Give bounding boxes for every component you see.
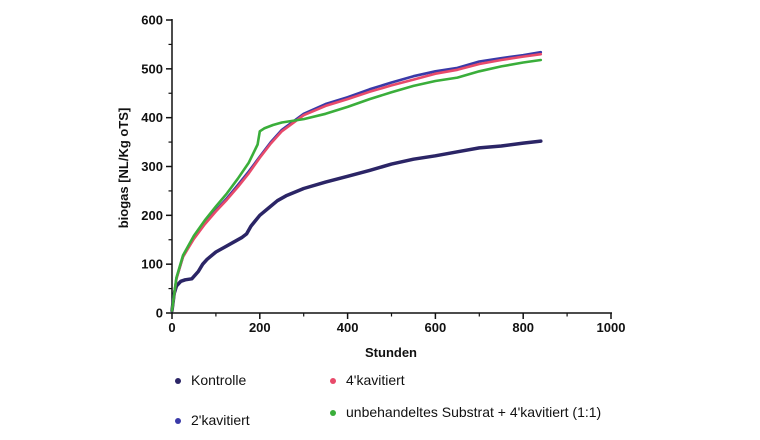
- legend-marker-4kavitiert: [330, 378, 336, 385]
- x-tick-label: 800: [512, 320, 534, 335]
- legend-item-2kavitiert: 2'kavitiert: [175, 412, 250, 428]
- y-tick-label: 600: [141, 13, 163, 28]
- x-tick-label: 200: [249, 320, 271, 335]
- legend-marker-2kavitiert: [175, 418, 181, 425]
- series-line-unbehandeltes-substrat-4-kavitiert-1-1: [170, 58, 543, 312]
- x-tick-label: 1000: [597, 320, 626, 335]
- legend-label-unbehandeltes: unbehandeltes Substrat + 4'kavitiert (1:…: [346, 404, 602, 420]
- y-tick-label: 100: [141, 257, 163, 272]
- x-tick-label: 600: [425, 320, 447, 335]
- y-tick-label: 500: [141, 61, 163, 76]
- y-tick-label: 0: [156, 306, 163, 321]
- x-tick-label: 400: [337, 320, 359, 335]
- legend-label-kontrolle: Kontrolle: [191, 372, 247, 388]
- legend-label-4kavitiert: 4'kavitiert: [346, 372, 405, 388]
- legend-marker-unbehandeltes: [330, 410, 336, 417]
- series-line-4-kavitiert: [170, 52, 543, 312]
- x-tick-label: 0: [168, 320, 175, 335]
- y-axis-title: biogas [NL/Kg oTS]: [116, 108, 131, 229]
- legend-label-2kavitiert: 2'kavitiert: [191, 412, 250, 428]
- legend-item-kontrolle: Kontrolle: [175, 372, 246, 388]
- y-tick-label: 300: [141, 159, 163, 174]
- series-lines: [170, 50, 543, 313]
- x-axis-title: Stunden: [365, 345, 417, 360]
- legend-item-4kavitiert: 4'kavitiert: [330, 372, 405, 388]
- series-line-kontrolle: [170, 139, 543, 313]
- y-tick-label: 200: [141, 208, 163, 223]
- y-tick-label: 400: [141, 110, 163, 125]
- series-line-2-kavitiert: [170, 50, 543, 312]
- legend-marker-kontrolle: [175, 378, 181, 385]
- axes: 0 200 400 600 800 1000 0 100 200 300 400 500 600: [141, 13, 625, 336]
- legend-item-unbehandeltes: unbehandeltes Substrat + 4'kavitiert (1:…: [330, 404, 601, 420]
